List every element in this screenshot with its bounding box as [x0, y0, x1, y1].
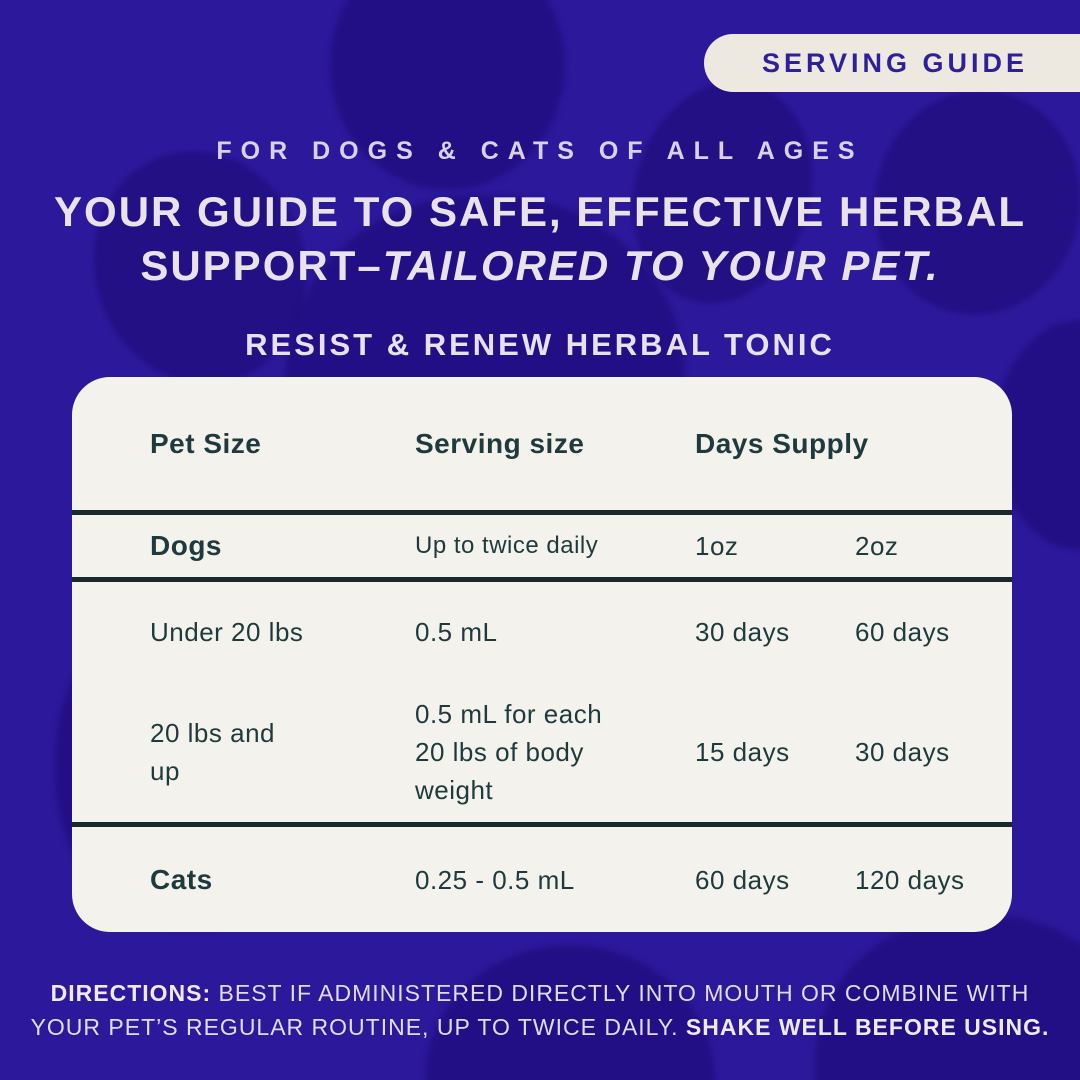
cell-pet: Under 20 lbs [150, 617, 304, 647]
column-header-serving-size: Serving size [415, 427, 585, 459]
table-row-20lbs-and-up: 20 lbs and up 0.5 mL for each 20 lbs of … [72, 682, 1012, 822]
title-line-2-regular: SUPPORT– [140, 242, 383, 289]
cell-serving-text: 0.5 mL for each 20 lbs of body weight [415, 699, 603, 805]
cell-supply-1oz: 30 days [695, 617, 790, 647]
cell-pet: 20 lbs and up [150, 714, 415, 790]
table-section-dog-sizes: Under 20 lbs 0.5 mL 30 days 60 days 20 l… [72, 582, 1012, 822]
directions-body: BEST IF ADMINISTERED DIRECTLY INTO MOUTH… [30, 980, 1030, 1040]
cell-supply-1oz: 1oz [695, 531, 739, 561]
table-divider [72, 577, 1012, 582]
cell-supply-2oz: 60 days [855, 617, 950, 647]
cell-supply-2oz: 30 days [855, 737, 950, 767]
table-header-row: Pet Size Serving size Days Supply [72, 377, 1012, 510]
badge-label: SERVING GUIDE [761, 47, 1028, 78]
eyebrow-text: FOR DOGS & CATS OF ALL AGES [216, 137, 864, 165]
cell-supply-2oz: 120 days [855, 864, 965, 895]
table-row-under-20lbs: Under 20 lbs 0.5 mL 30 days 60 days [72, 582, 1012, 682]
title-line-2: SUPPORT–TAILORED TO YOUR PET. [0, 239, 1080, 293]
cell-supply-1oz: 60 days [695, 864, 790, 895]
column-header-days-supply: Days Supply [695, 427, 869, 459]
directions-text: DIRECTIONS: BEST IF ADMINISTERED DIRECTL… [20, 976, 1060, 1044]
table-divider [72, 822, 1012, 827]
column-header-pet-size: Pet Size [150, 427, 262, 459]
cell-serving: 0.5 mL for each 20 lbs of body weight [415, 695, 695, 809]
page-title: YOUR GUIDE TO SAFE, EFFECTIVE HERBAL SUP… [0, 185, 1080, 293]
table-row-cats: Cats 0.25 - 0.5 mL 60 days 120 days [72, 827, 1012, 932]
cell-serving: 0.25 - 0.5 mL [415, 864, 575, 895]
serving-guide-badge: SERVING GUIDE [703, 34, 1080, 92]
table-row-dogs: Dogs Up to twice daily 1oz 2oz [72, 515, 1012, 577]
cell-supply-1oz: 15 days [695, 737, 790, 767]
cell-serving: Up to twice daily [415, 532, 599, 559]
serving-table-card: Pet Size Serving size Days Supply Dogs U… [72, 377, 1012, 932]
cell-pet: Cats [150, 863, 213, 895]
cell-pet: Dogs [150, 530, 222, 561]
product-name: RESIST & RENEW HERBAL TONIC [245, 327, 835, 362]
table-divider [72, 510, 1012, 515]
cell-serving: 0.5 mL [415, 617, 498, 647]
cell-pet-text: 20 lbs and up [150, 718, 275, 786]
title-line-2-italic: TAILORED TO YOUR PET. [382, 242, 940, 289]
cell-supply-2oz: 2oz [855, 531, 899, 561]
title-line-1: YOUR GUIDE TO SAFE, EFFECTIVE HERBAL [54, 188, 1026, 235]
directions-label: DIRECTIONS: [50, 980, 212, 1006]
directions-emphasis: SHAKE WELL BEFORE USING. [685, 1014, 1050, 1040]
